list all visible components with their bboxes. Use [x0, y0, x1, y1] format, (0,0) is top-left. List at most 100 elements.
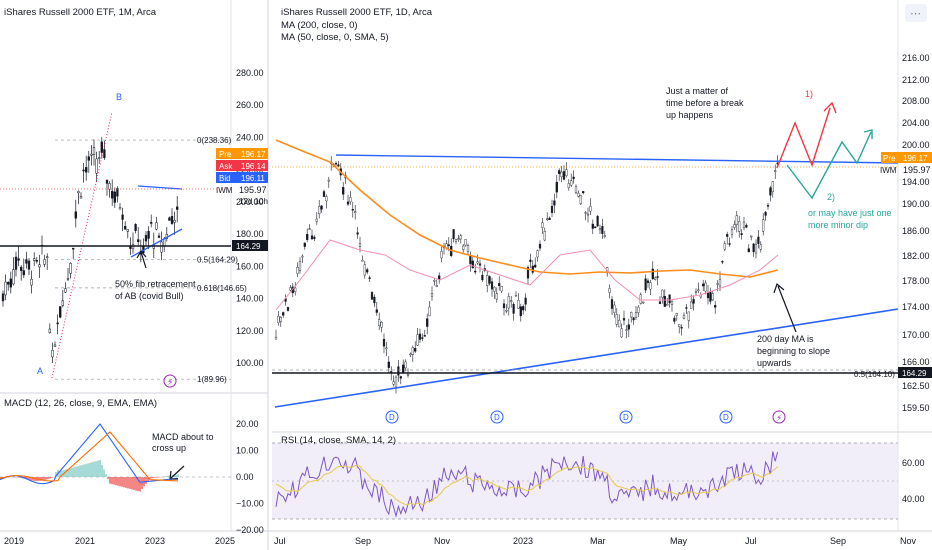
macd-histogram-bar	[45, 477, 47, 480]
daily-candle-body	[733, 224, 736, 228]
dividend-icon	[385, 410, 399, 424]
macd-histogram-bar	[139, 477, 141, 492]
macd-tick: 0.00	[236, 472, 254, 482]
daily-candle-body	[325, 196, 328, 202]
daily-candle-body	[505, 310, 508, 312]
dividend-icon	[619, 410, 633, 424]
left-price-tick: 280.00	[236, 68, 264, 78]
macd-histogram-bar	[77, 466, 79, 477]
chart-menu-button[interactable]	[905, 4, 927, 22]
daily-candle-body	[687, 311, 690, 321]
macd-histogram-bar	[91, 462, 93, 477]
daily-candle-body	[409, 353, 412, 356]
daily-candle-body	[591, 223, 594, 229]
left-triangle-top	[137, 185, 183, 190]
macd-histogram-bar	[15, 477, 17, 478]
macd-histogram-bar	[51, 477, 53, 478]
right-price-tick: 190.00	[902, 199, 930, 209]
scenario-1-path	[776, 107, 831, 169]
daily-candle-body	[517, 300, 520, 309]
daily-candle-body	[411, 347, 414, 355]
monthly-candle-body	[98, 157, 101, 159]
daily-candle-body	[531, 265, 534, 273]
fib-level-label: 1(89.96)	[197, 375, 227, 384]
daily-candle-body	[658, 301, 662, 304]
right-level-badge: 164.29	[902, 369, 927, 378]
daily-candle-body	[608, 288, 611, 293]
daily-candle-body	[637, 306, 640, 313]
fib-level-label: 0.618(146.65)	[197, 284, 247, 293]
daily-candle-body	[594, 226, 597, 229]
macd-histogram-bar	[13, 476, 15, 478]
ma-annotation-line1: 200 day MA is	[757, 334, 814, 344]
daily-candle-body	[572, 176, 575, 180]
right-time-tick: Mar	[590, 536, 606, 546]
monthly-candle-body	[163, 238, 166, 246]
daily-candle-body	[416, 334, 419, 346]
daily-candle-body	[519, 306, 522, 317]
daily-candle-body	[476, 261, 479, 264]
daily-candle-body	[603, 235, 606, 238]
macd-annotation-line2: cross up	[152, 443, 186, 453]
daily-candle-body	[596, 215, 599, 227]
daily-candle-body	[459, 235, 462, 240]
daily-candle-body	[766, 205, 770, 207]
monthly-candle-body	[38, 264, 41, 268]
daily-candle-body	[426, 318, 429, 327]
daily-candle-body	[380, 322, 383, 328]
daily-candle-body	[334, 162, 338, 165]
daily-candle-body	[349, 197, 352, 203]
monthly-candle-body	[77, 191, 80, 194]
daily-candle-body	[560, 171, 563, 178]
monthly-candle-body	[90, 153, 93, 156]
daily-candle-body	[620, 328, 623, 338]
monthly-candle-body	[168, 217, 171, 221]
monthly-candle-body	[66, 277, 70, 280]
daily-candle-body	[464, 239, 467, 246]
daily-candle-body	[327, 179, 330, 182]
daily-candle-body	[639, 294, 642, 304]
daily-candle-body	[627, 324, 630, 330]
daily-candle-body	[565, 169, 568, 177]
daily-candle-body	[747, 248, 750, 253]
dividend-marker-label: D	[723, 413, 729, 422]
daily-candle-body	[644, 278, 647, 291]
ab-swing-line	[51, 111, 113, 379]
macd-histogram-bar	[61, 470, 63, 477]
monthly-candle-body	[113, 191, 116, 203]
daily-candle-body	[706, 292, 710, 299]
monthly-candle-body	[17, 258, 20, 261]
monthly-candle-body	[12, 269, 15, 285]
rsi-tick-60: 60.00	[902, 458, 925, 468]
daily-candle-body	[680, 327, 683, 329]
daily-candle-body	[534, 264, 537, 268]
macd-histogram-bar	[55, 472, 57, 477]
daily-candle-body	[423, 335, 426, 337]
daily-candle-body	[375, 309, 378, 313]
macd-axis: 20.00 10.00 0.00 −10.00 −20.00	[236, 419, 264, 535]
macd-histogram-bar	[141, 477, 143, 489]
macd-tick: 20.00	[236, 419, 259, 429]
macd-histogram-bar	[19, 477, 21, 478]
right-price-tick: 186.00	[902, 226, 930, 236]
right-price-tick: 200.00	[902, 140, 930, 150]
macd-histogram-bar	[109, 477, 111, 484]
rsi-tick-40: 40.00	[902, 494, 925, 504]
daily-candle-body	[418, 333, 422, 340]
macd-histogram-bar	[161, 476, 163, 478]
right-price-tick: 174.00	[902, 302, 930, 312]
macd-histogram-bar	[165, 476, 167, 477]
daily-candle-body	[514, 295, 518, 297]
daily-candle-body	[656, 276, 659, 278]
left-price-tick: 260.00	[236, 100, 264, 110]
daily-candle-body	[462, 245, 465, 250]
macd-title: MACD (12, 26, close, 9, EMA, EMA)	[4, 398, 157, 409]
daily-candle-body	[759, 244, 762, 250]
daily-candle-body	[750, 235, 753, 238]
daily-candle-body	[447, 244, 450, 246]
dip-annotation-line2: more minor dip	[808, 220, 868, 230]
daily-candle-body	[406, 374, 410, 376]
daily-candle-body	[342, 187, 345, 195]
dip-annotation-line1: or may have just one	[808, 208, 892, 218]
daily-candle-body	[598, 228, 602, 231]
